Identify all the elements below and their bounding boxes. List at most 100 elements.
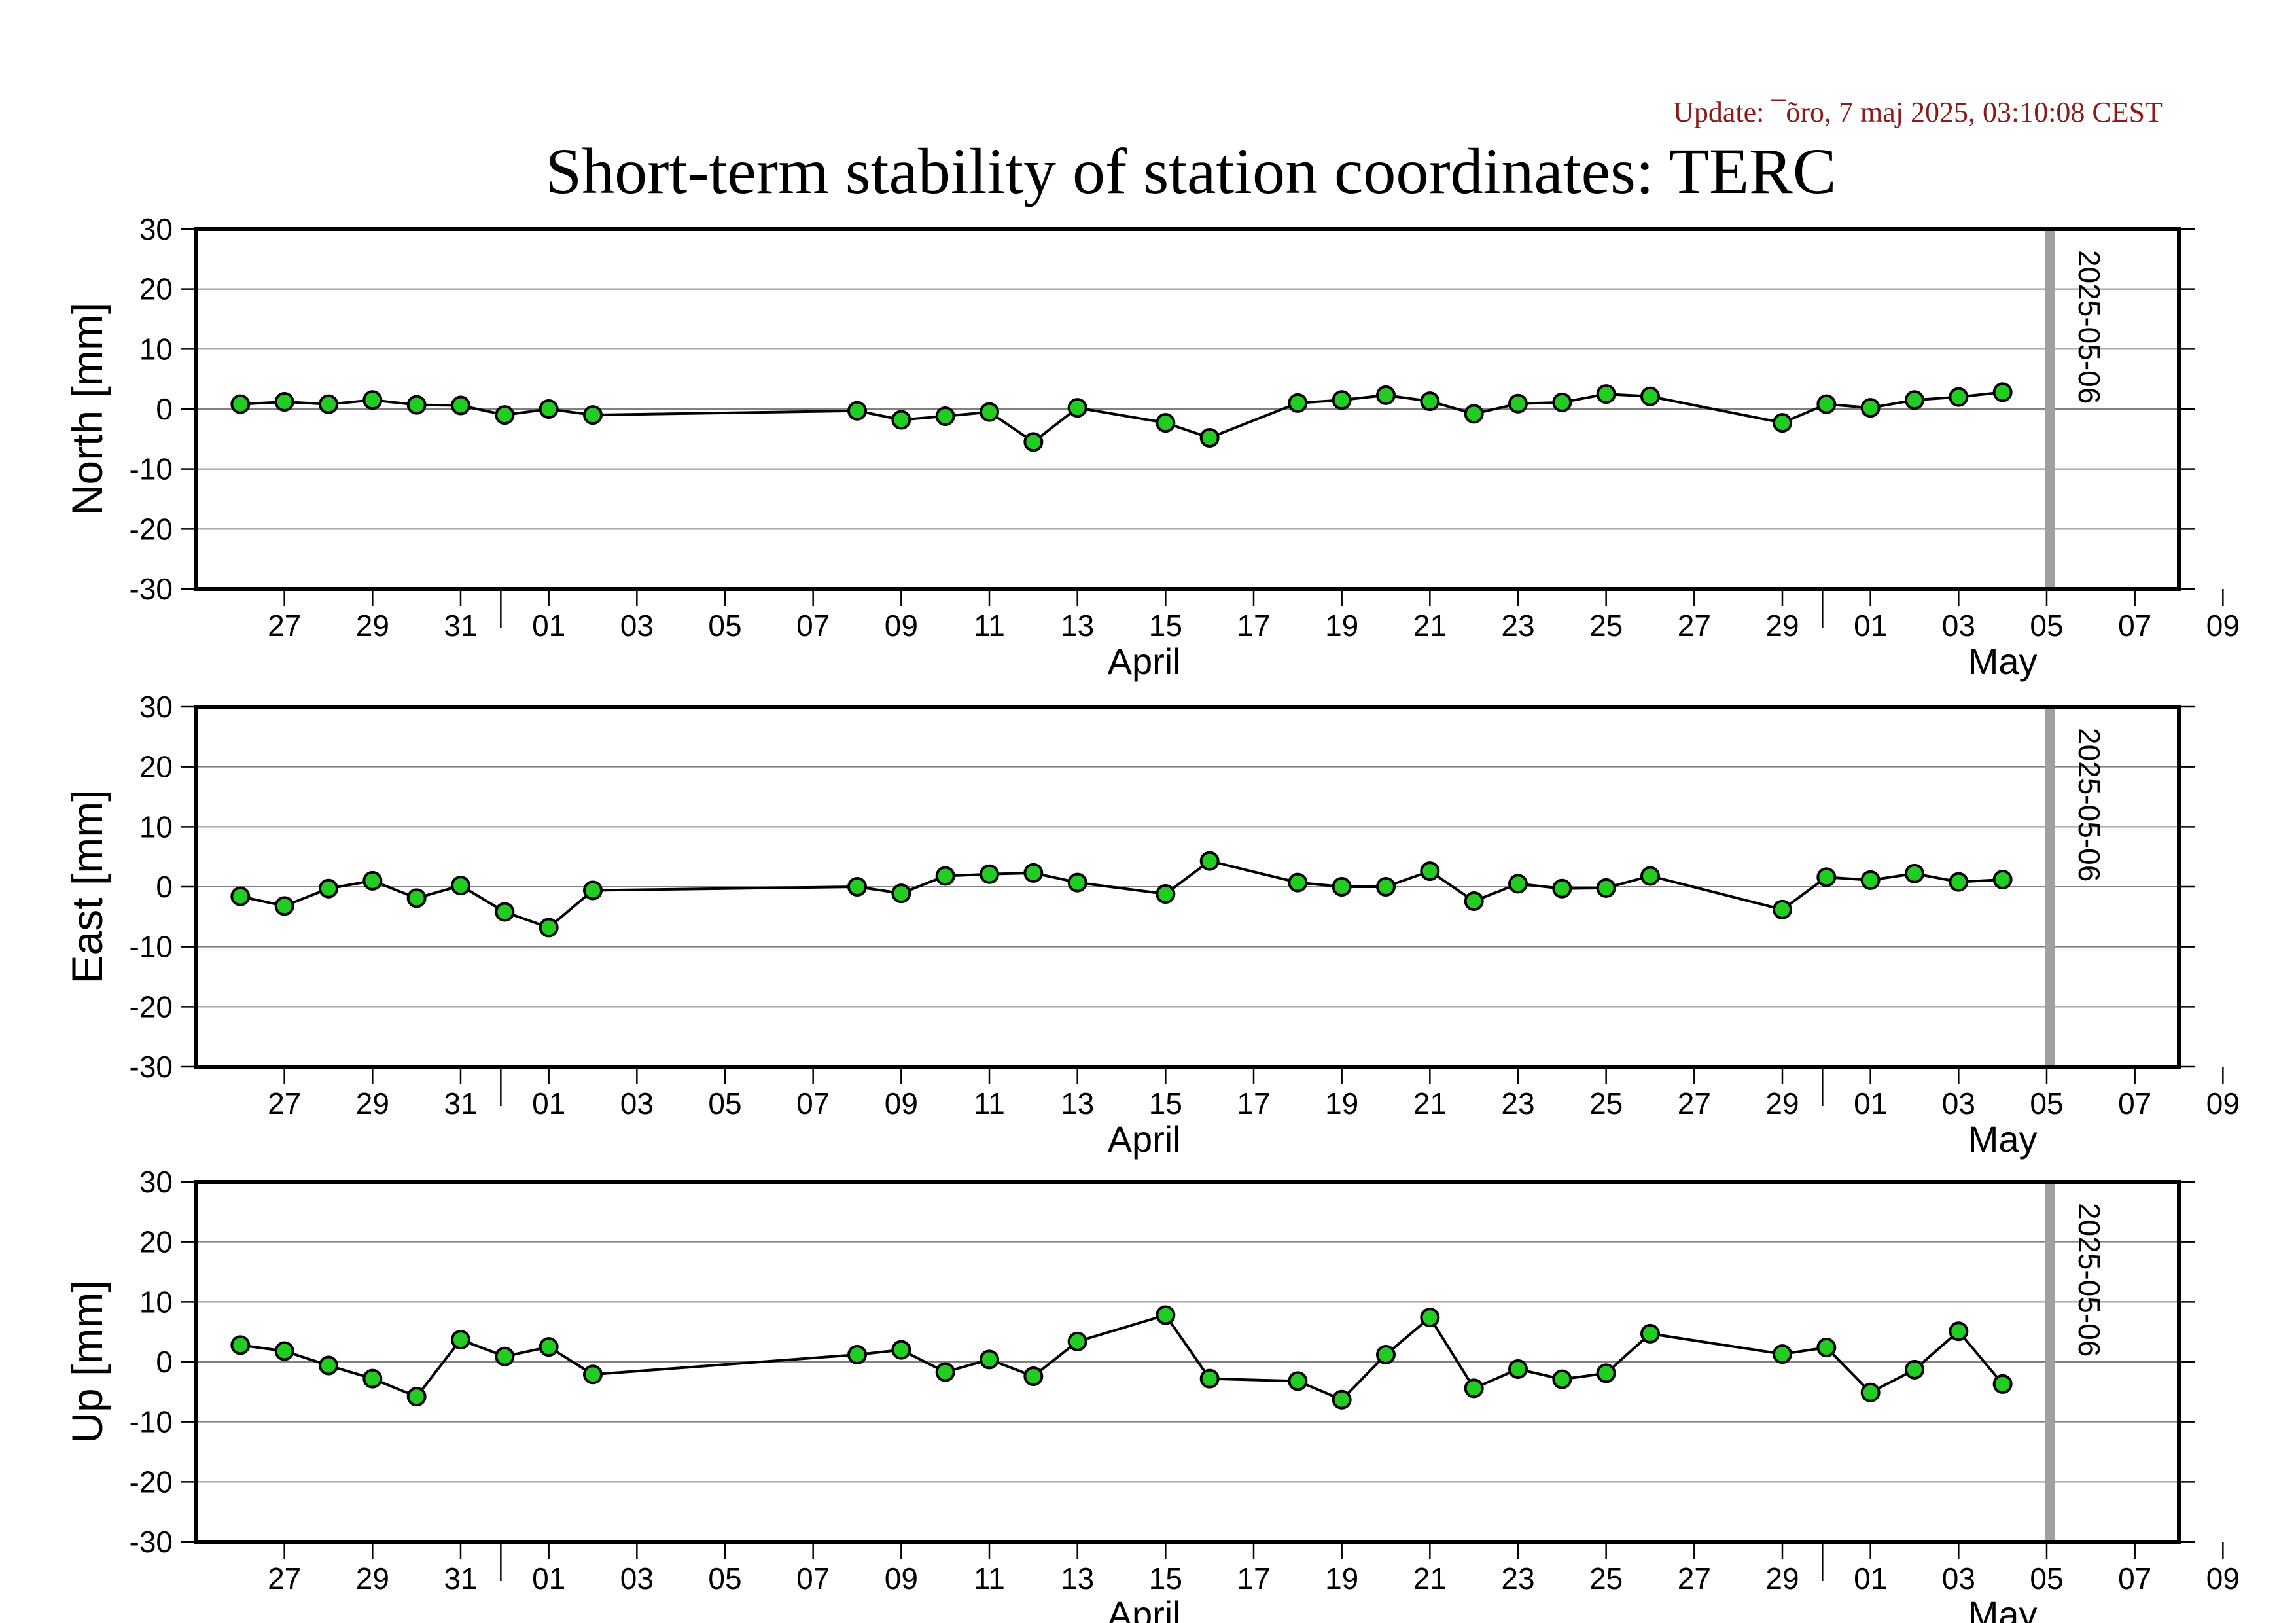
x-tick-label: 25	[1589, 1086, 1623, 1120]
x-tick-label: 25	[1589, 609, 1623, 643]
data-point	[451, 876, 470, 896]
y-tick-label: 0	[156, 392, 173, 426]
data-point	[935, 866, 955, 886]
x-tick-label: 27	[268, 1086, 301, 1120]
data-point	[1420, 861, 1440, 882]
x-tick-label: 27	[268, 609, 301, 643]
x-tick-label: 13	[1061, 1086, 1094, 1120]
data-point	[1067, 398, 1087, 418]
data-point	[1552, 878, 1572, 899]
x-tick-label: 15	[1149, 1086, 1182, 1120]
data-point	[495, 405, 515, 425]
data-point	[1023, 863, 1044, 883]
data-point	[1816, 867, 1837, 887]
x-tick-label: 01	[532, 609, 565, 643]
data-point	[1949, 1321, 1969, 1342]
x-tick-label: 05	[2030, 609, 2063, 643]
data-point	[406, 1387, 427, 1407]
data-point	[319, 1355, 338, 1376]
data-point	[274, 1341, 294, 1361]
data-point	[1332, 877, 1352, 897]
y-tick-label: 20	[139, 1225, 173, 1259]
data-point	[406, 395, 427, 415]
y-tick-label: 10	[139, 332, 173, 366]
x-tick-label: 11	[974, 1086, 1005, 1120]
data-point	[1156, 884, 1176, 904]
x-tick-label: 01	[532, 1561, 565, 1596]
plot-frame	[194, 227, 2181, 591]
x-tick-label: 17	[1237, 1561, 1270, 1596]
x-tick-label: 03	[1942, 1561, 1975, 1596]
chart-panel-2: 27 29 31 01 03 05 07 09 11 13 15 17 19 21 23 25 27 29 01 03…	[63, 690, 2240, 1160]
x-tick-label: 03	[620, 1086, 654, 1120]
y-tick-label: 10	[139, 810, 173, 844]
x-tick-label: 25	[1589, 1561, 1623, 1596]
data-point	[1067, 1331, 1087, 1351]
data-point	[1288, 872, 1308, 893]
data-point	[1508, 1359, 1528, 1379]
plot-frame	[194, 1180, 2181, 1544]
data-point	[1156, 413, 1176, 433]
x-tick-label: 19	[1325, 1561, 1358, 1596]
data-point	[1552, 392, 1572, 412]
x-tick-label: 15	[1149, 609, 1182, 643]
data-point	[1552, 1369, 1572, 1389]
data-point	[1156, 1305, 1176, 1325]
data-point	[847, 1345, 867, 1364]
data-point	[583, 880, 603, 901]
x-tick-label: 21	[1413, 1086, 1447, 1120]
y-tick-label: 20	[139, 750, 173, 784]
x-tick-label: 17	[1237, 609, 1270, 643]
data-point	[230, 886, 251, 906]
data-point	[1992, 382, 2013, 402]
x-tick-label: 31	[444, 1561, 477, 1596]
month-label: May	[1968, 641, 2038, 682]
chart-panel-3: 27 29 31 01 03 05 07 09 11 13 15 17 19 21 23 25 27 29 01 03…	[63, 1165, 2240, 1623]
x-tick-label: 29	[356, 1561, 389, 1596]
data-point	[1376, 1345, 1396, 1364]
data-point	[1332, 1389, 1352, 1410]
month-label: April	[1108, 1594, 1181, 1623]
data-point	[583, 1364, 603, 1385]
x-tick-label: 03	[620, 1561, 654, 1596]
data-point	[406, 888, 427, 908]
data-point	[1860, 1382, 1881, 1402]
x-tick-label: 05	[2030, 1561, 2063, 1596]
date-marker-label: 2025-05-06	[2072, 1203, 2106, 1357]
x-tick-label: 07	[796, 1086, 830, 1120]
y-axis-label: East [mm]	[63, 789, 111, 984]
data-point	[451, 1330, 470, 1350]
data-point	[1905, 1359, 1924, 1380]
data-point	[1420, 391, 1440, 412]
data-point	[1992, 870, 2013, 889]
month-label: April	[1108, 1118, 1181, 1160]
x-tick-label: 05	[708, 1561, 741, 1596]
chart-title: Short-term stability of station coordina…	[546, 135, 1837, 207]
month-label: April	[1108, 641, 1181, 682]
y-tick-label: -30	[130, 1050, 173, 1084]
x-tick-label: 03	[1942, 609, 1975, 643]
x-tick-label: 29	[1765, 1561, 1799, 1596]
y-axis-label: North [mm]	[63, 302, 111, 516]
data-point	[1376, 877, 1396, 897]
y-tick-label: -10	[130, 930, 173, 964]
data-point	[319, 394, 338, 414]
data-point	[495, 1346, 515, 1366]
data-point	[230, 1335, 251, 1355]
x-tick-label: 01	[1854, 1561, 1887, 1596]
data-point	[1773, 899, 1792, 919]
data-point	[539, 918, 559, 938]
y-tick-label: 0	[156, 1345, 173, 1379]
data-point	[1773, 413, 1792, 433]
x-tick-label: 23	[1501, 1086, 1534, 1120]
x-tick-label: 05	[708, 609, 741, 643]
data-point	[1596, 878, 1616, 898]
data-point	[1860, 398, 1881, 418]
data-point	[362, 390, 383, 410]
x-tick-label: 27	[1678, 1086, 1711, 1120]
data-point	[319, 878, 338, 899]
data-point	[230, 394, 251, 414]
data-point	[1860, 870, 1881, 890]
x-tick-label: 27	[1678, 609, 1711, 643]
x-tick-label: 09	[2206, 1561, 2240, 1596]
